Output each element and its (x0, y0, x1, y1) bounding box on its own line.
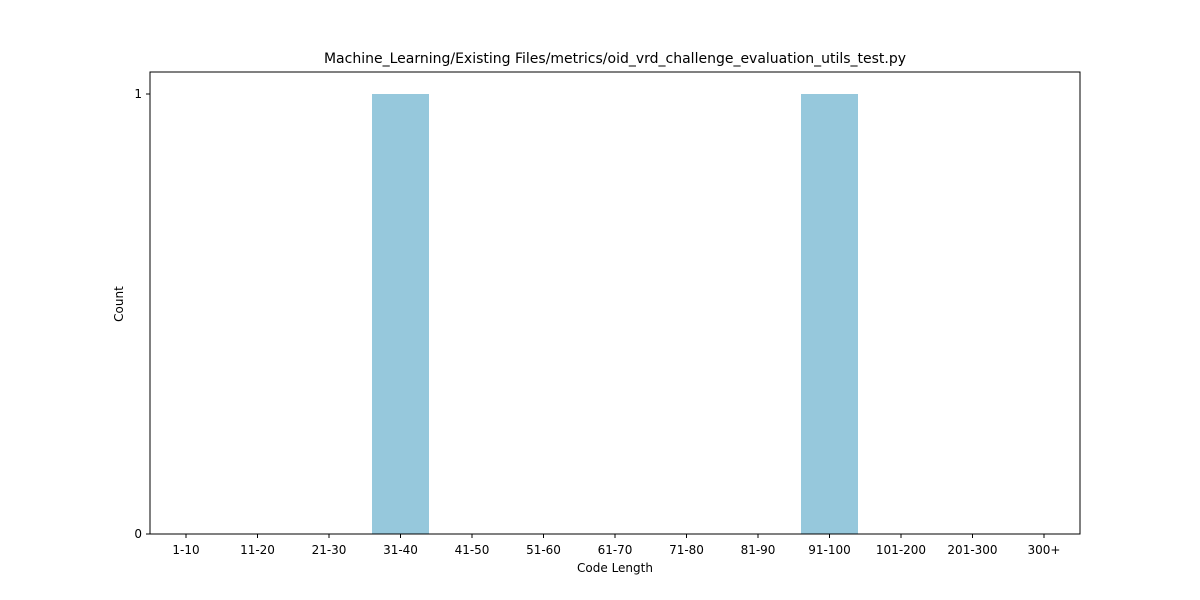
y-tick-label: 0 (134, 527, 142, 541)
x-tick-label: 300+ (1028, 543, 1061, 557)
chart-title: Machine_Learning/Existing Files/metrics/… (324, 51, 906, 67)
bar-31-40 (372, 94, 429, 534)
x-tick-label: 101-200 (876, 543, 926, 557)
x-tick-label: 51-60 (526, 543, 561, 557)
x-tick-label: 91-100 (808, 543, 851, 557)
x-tick-label: 21-30 (312, 543, 347, 557)
x-tick-label: 71-80 (669, 543, 704, 557)
x-tick-label: 61-70 (598, 543, 633, 557)
x-tick-label: 81-90 (741, 543, 776, 557)
y-axis-ticks: 01 (134, 87, 150, 541)
x-tick-label: 41-50 (455, 543, 490, 557)
bars-group (372, 94, 858, 534)
x-axis-ticks: 1-10 11-20 21-30 31-40 41-50 51-60 61-70 71-80 8… (172, 534, 1060, 557)
bar-91-100 (801, 94, 858, 534)
x-tick-label: 201-300 (947, 543, 997, 557)
x-axis-label: Code Length (577, 561, 653, 575)
plot-frame (149, 71, 1081, 535)
x-tick-label: 11-20 (240, 543, 275, 557)
x-tick-label: 31-40 (383, 543, 418, 557)
y-axis-label: Count (112, 286, 126, 322)
y-tick-label: 1 (134, 87, 142, 101)
x-tick-label: 1-10 (172, 543, 199, 557)
